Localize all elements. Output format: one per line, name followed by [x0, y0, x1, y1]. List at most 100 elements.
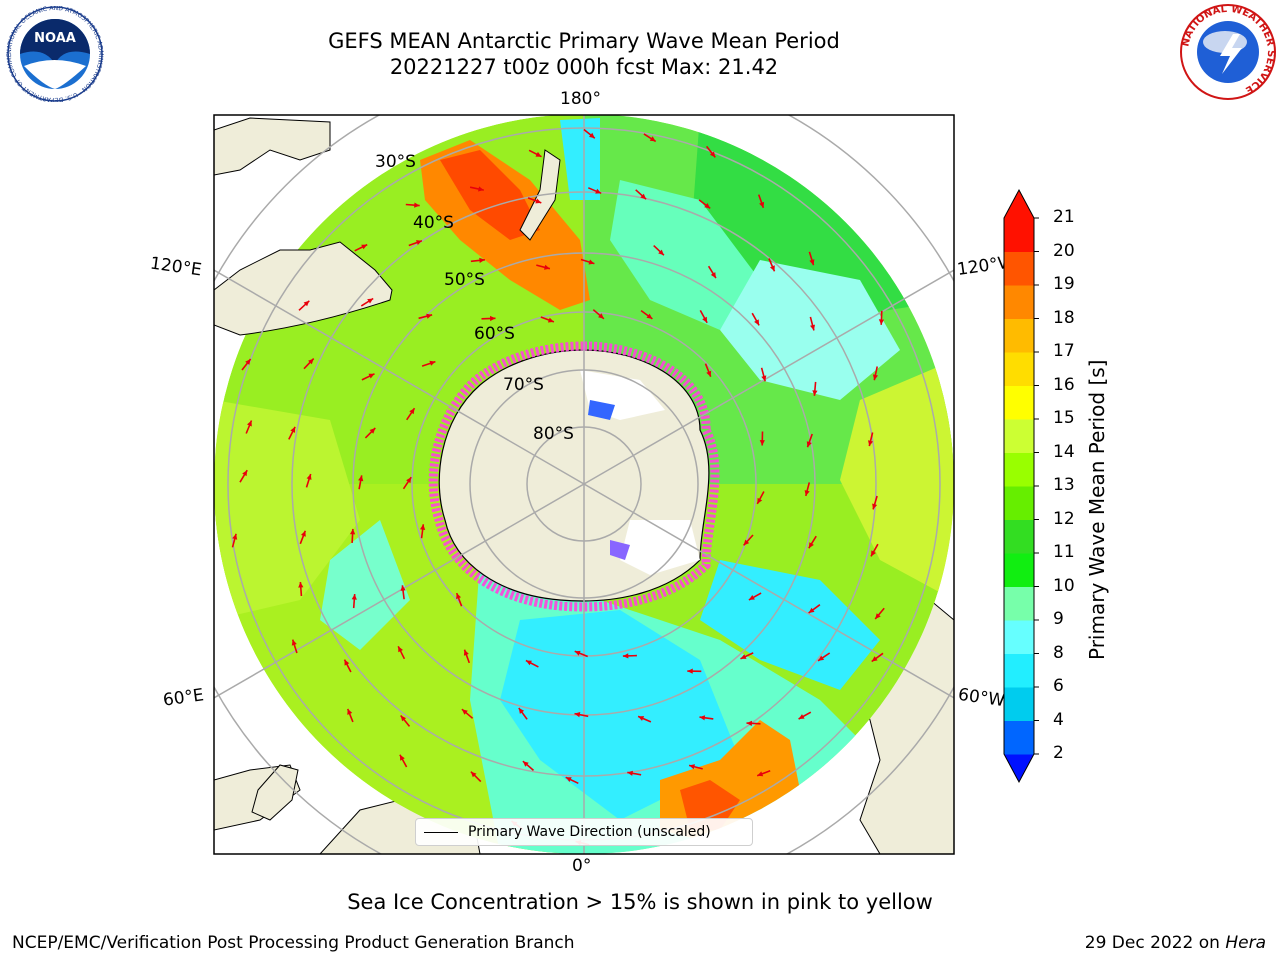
wave-arrow-head	[878, 319, 884, 325]
wave-arrow-head	[810, 324, 815, 331]
wave-arrow-head	[306, 474, 312, 480]
colorbar-tick-label: 14	[1053, 441, 1075, 462]
wave-arrow-head	[291, 639, 297, 646]
colorbar-tick-label: 12	[1053, 508, 1075, 529]
wave-arrow-head	[754, 319, 760, 326]
wave-arrow-head	[770, 265, 775, 272]
wave-arrow-head	[646, 313, 653, 319]
colorbar-tick-label: 4	[1053, 709, 1064, 730]
wave-arrow-head	[420, 524, 426, 530]
wave-arrow-head	[490, 315, 496, 322]
colorbar-segment	[1004, 620, 1034, 654]
wave-arrow-head	[344, 659, 350, 666]
wave-arrow-head	[303, 300, 310, 307]
wave-arrow-head	[740, 654, 747, 659]
wave-arrow-head	[406, 477, 412, 484]
wave-arrow-head	[804, 490, 810, 496]
lat-label-60s: 60°S	[474, 324, 515, 344]
colorbar-tick-label: 2	[1053, 743, 1064, 763]
wave-arrow-head	[547, 317, 554, 323]
wave-arrow-head	[456, 593, 461, 600]
wave-arrow-head	[627, 770, 633, 776]
wave-arrow-head	[414, 202, 420, 208]
wave-arrow-head	[242, 470, 248, 477]
legend-label: Primary Wave Direction (unscaled)	[468, 824, 711, 840]
wave-arrow-head	[806, 441, 812, 448]
colorbar-segment	[1004, 687, 1034, 721]
lat-label-30s: 30°S	[375, 152, 416, 172]
wave-arrow-head	[400, 715, 407, 722]
wave-arrow-head	[757, 771, 764, 777]
footer-date-text: 29 Dec 2022 on	[1084, 933, 1226, 953]
wave-arrow-head	[743, 539, 750, 546]
wave-arrow-head	[761, 375, 767, 382]
wave-arrow-head	[872, 374, 878, 381]
wave-arrow-head	[369, 428, 376, 434]
wave-arrow-head	[399, 754, 405, 761]
wave-direction-arrows	[231, 128, 885, 846]
colorbar-tick-label: 20	[1053, 240, 1075, 261]
wave-arrow-head	[746, 720, 752, 726]
colorbar-tick-label: 19	[1053, 274, 1075, 294]
svg-text:NOAA: NOAA	[34, 31, 76, 46]
wave-arrow-head	[689, 764, 695, 770]
sea-ice-caption: Sea Ice Concentration > 15% is shown in …	[347, 890, 933, 914]
colorbar-tick-label: 8	[1053, 642, 1064, 663]
wave-arrow-head	[298, 582, 304, 588]
wave-arrow-head	[461, 709, 468, 715]
graticule	[214, 115, 954, 854]
legend-line-swatch	[424, 831, 458, 833]
wave-arrow-head	[748, 595, 755, 600]
colorbar-segment	[1004, 653, 1034, 688]
colorbar-segment	[1004, 553, 1034, 587]
wave-arrow-head	[535, 151, 542, 157]
wave-arrow-head	[872, 503, 878, 510]
colorbar-label: Primary Wave Mean Period [s]	[1085, 359, 1109, 661]
wave-arrow-head	[368, 373, 375, 379]
wave-arrow-head	[759, 201, 765, 208]
wave-arrow-head	[808, 607, 815, 613]
colorbar-segment	[1004, 285, 1034, 319]
wave-arrow-head	[308, 358, 314, 365]
wave-arrow-head	[704, 203, 711, 209]
wave-arrow-head	[416, 240, 422, 245]
chart-subtitle: 20221227 t00z 000h fcst Max: 21.42	[389, 55, 779, 79]
map-legend: Primary Wave Direction (unscaled)	[415, 818, 753, 846]
wave-arrow-head	[358, 475, 364, 482]
colorbar-min-extension	[1004, 754, 1034, 782]
colorbar-tick-label: 21	[1053, 207, 1075, 227]
colorbar-tick-label: 15	[1053, 408, 1075, 428]
colorbar-segment	[1004, 419, 1034, 453]
wave-arrow-head	[595, 188, 602, 194]
colorbar-tick-label: 13	[1053, 475, 1075, 495]
colorbar-segment	[1004, 519, 1034, 554]
wave-arrow-head	[525, 660, 532, 666]
wave-arrow-head	[518, 708, 525, 714]
colorbar-segment	[1004, 218, 1034, 252]
wave-arrow-head	[589, 132, 595, 139]
wave-arrow-head	[400, 585, 406, 591]
wave-arrow-head	[301, 530, 306, 537]
colorbar-segment	[1004, 452, 1034, 487]
lon-label-120e: 120°E	[148, 253, 203, 281]
wave-arrow-head	[757, 497, 763, 504]
colorbar-tick-label: 11	[1053, 542, 1075, 562]
wave-arrow-head	[798, 714, 805, 719]
wave-arrow-head	[350, 528, 356, 535]
colorbar-segment	[1004, 385, 1034, 420]
footer-date: 29 Dec 2022 on Hera	[1085, 933, 1266, 953]
australia-land	[214, 117, 331, 176]
wave-arrow-head	[638, 716, 645, 721]
wave-arrow-head	[812, 390, 818, 396]
lon-label-0: 0°	[572, 856, 592, 876]
wave-arrow-head	[875, 613, 881, 619]
colorbar-tick-label: 6	[1053, 676, 1064, 696]
wave-arrow-head	[658, 249, 664, 256]
wave-arrow-head	[702, 316, 708, 323]
colorbar-tick-label: 18	[1053, 307, 1075, 328]
wave-arrow-head	[347, 708, 353, 715]
wave-arrow-head	[687, 668, 693, 674]
wave-arrow-head	[871, 656, 878, 662]
noaa-logo: NATIONAL OCEANIC AND ATMOSPHERIC ADMINIS…	[4, 6, 104, 102]
wave-arrow-head	[818, 655, 825, 661]
